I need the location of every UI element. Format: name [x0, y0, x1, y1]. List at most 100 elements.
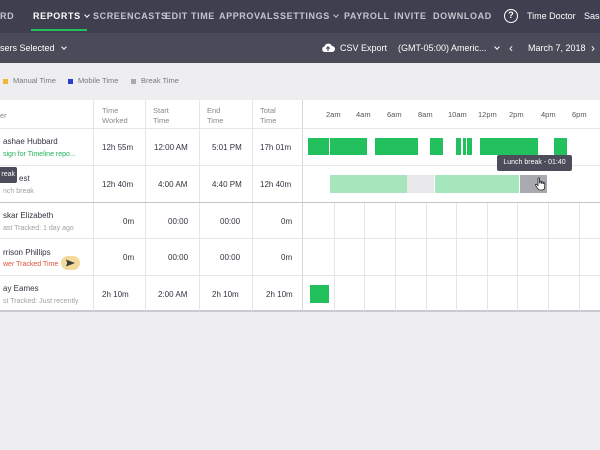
user-task[interactable]: sign for Timeline repo... [3, 151, 76, 158]
work-segment[interactable] [456, 138, 461, 155]
total-time-value: 0m [281, 217, 293, 226]
header-total-time-line1: Total [260, 106, 276, 115]
work-segment[interactable] [467, 138, 472, 155]
row-divider [0, 128, 600, 129]
user-name[interactable]: skar Elizabeth [3, 211, 54, 220]
top-nav: RD REPORTS SCREENCASTS EDIT TIME APPROVA… [0, 0, 600, 33]
row-divider [0, 165, 600, 166]
start-time-value: 2:00 AM [158, 290, 188, 299]
manual-time-swatch [3, 79, 8, 84]
total-time-value: 2h 10m [266, 290, 293, 299]
header-total-time: Total Time [260, 106, 276, 126]
end-time-value: 2h 10m [212, 290, 239, 299]
help-icon[interactable]: ? [504, 9, 518, 23]
start-time-value: 4:00 AM [158, 180, 188, 189]
chevron-down-icon [493, 44, 500, 50]
header-user: er [0, 111, 7, 120]
user-last-tracked: st Tracked: Just recently [3, 298, 79, 305]
timeline-gridline [395, 202, 396, 311]
time-worked-value: 12h 55m [102, 143, 134, 152]
header-start-time-line2: Time [153, 116, 170, 125]
users-selector[interactable]: sers Selected [0, 33, 67, 63]
header-start-time: Start Time [153, 106, 169, 126]
header-total-time-line2: Time [260, 116, 277, 125]
row-divider [0, 238, 600, 239]
timeline-gridline [487, 202, 488, 311]
work-segment[interactable] [463, 138, 466, 155]
column-divider [302, 100, 303, 311]
end-time-value: 5:01 PM [212, 143, 242, 152]
start-time-value: 12:00 AM [154, 143, 188, 152]
header-time-worked: Time Worked [102, 106, 128, 126]
tick-label: 6am [387, 110, 402, 119]
end-time-value: 00:00 [220, 217, 241, 226]
total-time-value: 12h 40m [260, 180, 292, 189]
time-worked-value: 12h 40m [102, 180, 134, 189]
timeline-table [0, 100, 600, 312]
prev-date-icon[interactable]: ‹ [509, 41, 513, 55]
mobile-time-swatch [68, 79, 73, 84]
next-date-icon[interactable]: › [591, 41, 595, 55]
tick-label: 12pm [478, 110, 497, 119]
total-time-value: 17h 01m [260, 143, 292, 152]
chevron-down-icon [332, 12, 339, 18]
timeline-gridline [517, 202, 518, 311]
date-label[interactable]: March 7, 2018 [528, 43, 586, 53]
work-segment[interactable] [480, 138, 538, 155]
timeline-gridline [579, 202, 580, 311]
nav-item-settings-label: SETTINGS [280, 11, 330, 21]
user-menu[interactable]: Sase [584, 11, 600, 21]
row-divider [0, 202, 600, 203]
chevron-down-icon [83, 12, 90, 18]
work-segment[interactable] [308, 138, 329, 155]
row-divider [0, 275, 600, 276]
tick-label: 4am [356, 110, 371, 119]
chevron-down-icon [60, 44, 67, 50]
work-segment[interactable] [375, 138, 418, 155]
user-name[interactable]: ay Eames [3, 284, 39, 293]
start-time-value: 00:00 [168, 253, 189, 262]
user-name[interactable]: ashae Hubbard [3, 137, 58, 146]
nav-item-screencasts[interactable]: SCREENCASTS [93, 11, 168, 21]
timezone-label: (GMT-05:00) Americ... [398, 43, 487, 53]
csv-export-button[interactable]: CSV Export [340, 43, 388, 53]
nav-item-approvals[interactable]: APPROVALS [219, 11, 280, 21]
work-segment[interactable] [330, 138, 367, 155]
work-segment[interactable] [430, 138, 443, 155]
work-segment[interactable] [554, 138, 567, 155]
work-segment-light[interactable] [330, 175, 407, 193]
work-segment[interactable] [310, 285, 329, 303]
timezone-select[interactable]: (GMT-05:00) Americ... [398, 33, 500, 63]
nav-item-reports-label: REPORTS [33, 11, 81, 21]
header-end-time: End Time [207, 106, 223, 126]
send-reminder-button[interactable] [61, 256, 80, 270]
nav-item-edit-time[interactable]: EDIT TIME [165, 11, 215, 21]
nav-item-download[interactable]: DOWNLOAD [433, 11, 492, 21]
header-end-time-line2: Time [207, 116, 224, 125]
header-time-worked-line1: Time [102, 106, 119, 115]
nav-item-dashboard[interactable]: RD [0, 11, 15, 21]
hand-cursor-icon [534, 177, 546, 191]
legend-mobile-time: Mobile Time [78, 76, 119, 85]
lunch-break-tooltip: Lunch break - 01:40 [497, 155, 572, 171]
time-worked-value: 2h 10m [102, 290, 129, 299]
nav-item-settings[interactable]: SETTINGS [280, 0, 339, 33]
timeline-gridline [334, 202, 335, 311]
header-start-time-line1: Start [153, 106, 169, 115]
idle-segment[interactable] [407, 175, 434, 193]
tick-label: 8am [418, 110, 433, 119]
timeline-gridline [364, 202, 365, 311]
time-worked-value: 0m [123, 217, 135, 226]
column-divider [145, 100, 146, 311]
header-end-time-line1: End [207, 106, 221, 115]
timeline-gridline [456, 202, 457, 311]
column-divider [93, 100, 94, 311]
tick-label: 4pm [541, 110, 556, 119]
user-name[interactable]: est [19, 174, 30, 183]
user-name[interactable]: rrison Phillips [3, 248, 51, 257]
nav-item-reports[interactable]: REPORTS [33, 0, 90, 33]
work-segment-light[interactable] [435, 175, 519, 193]
nav-item-invite[interactable]: INVITE [394, 11, 427, 21]
nav-item-payroll[interactable]: PAYROLL [344, 11, 390, 21]
brand-name: Time Doctor [527, 11, 576, 21]
